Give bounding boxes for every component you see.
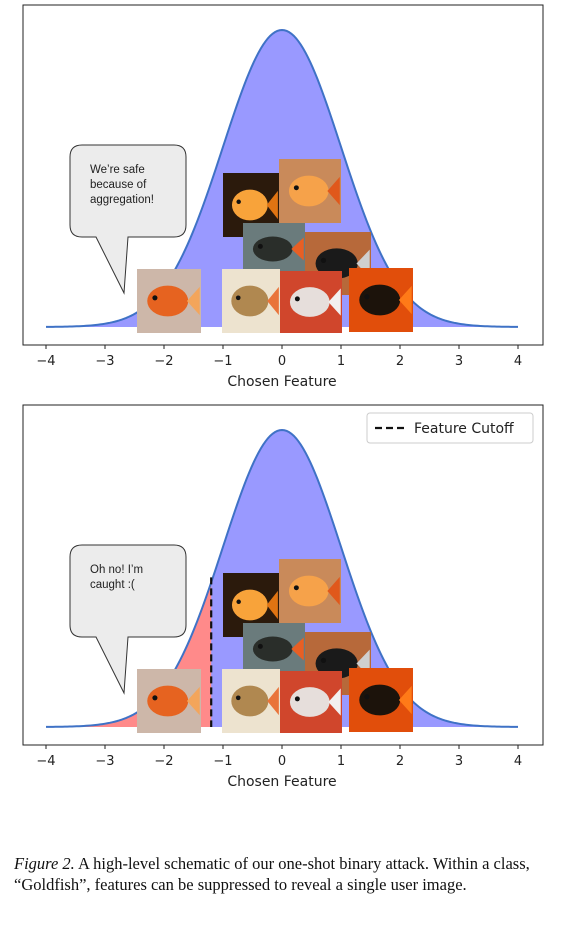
goldfish-image xyxy=(279,559,341,623)
fish-body xyxy=(147,285,189,317)
x-tick-label: −3 xyxy=(95,354,114,369)
x-tick-label: −3 xyxy=(95,754,114,769)
speech-bubble-line: We’re safe xyxy=(90,164,145,176)
x-tick-label: 3 xyxy=(455,754,463,769)
goldfish-image xyxy=(243,623,305,675)
fish-tail xyxy=(267,286,279,316)
distribution-curve xyxy=(45,28,519,328)
x-tick-label: 1 xyxy=(337,754,345,769)
fish-body xyxy=(289,287,330,317)
x-tick-label: 1 xyxy=(337,354,345,369)
fish-body xyxy=(288,175,329,207)
x-axis-label: Chosen Feature xyxy=(227,374,336,390)
fish-eye xyxy=(236,599,241,605)
fish-tail xyxy=(186,686,200,716)
fish-body xyxy=(231,285,269,317)
fish-eye xyxy=(236,199,241,205)
x-tick-label: 2 xyxy=(396,754,404,769)
chart-panel-top: We’re safe because of aggregation! −4 −3 −2 −1… xyxy=(22,4,544,390)
fish-tail xyxy=(267,686,279,716)
x-tick-label: 4 xyxy=(514,354,522,369)
x-tick-label: −4 xyxy=(36,354,55,369)
fish-eye xyxy=(293,585,299,591)
fish-tail xyxy=(186,286,200,316)
speech-bubble-line: because of xyxy=(90,179,147,191)
fish-body xyxy=(359,284,401,316)
x-tick-label: 4 xyxy=(514,754,522,769)
fish-body xyxy=(359,684,401,716)
fish-eye xyxy=(294,696,300,702)
fish-tail xyxy=(327,576,340,606)
goldfish-image xyxy=(222,269,280,333)
fish-body xyxy=(288,575,329,607)
fish-body xyxy=(289,687,330,717)
fish-eye xyxy=(320,257,327,263)
fish-body xyxy=(231,189,268,221)
fish-tail xyxy=(291,637,304,661)
fish-body xyxy=(252,636,293,662)
fish-eye xyxy=(152,695,158,701)
fish-eye xyxy=(364,694,370,700)
x-tick-label: 0 xyxy=(278,754,286,769)
fish-eye xyxy=(257,243,263,249)
fish-eye xyxy=(152,295,158,301)
fish-body xyxy=(231,589,268,621)
fish-eye xyxy=(257,643,263,649)
x-tick-label: −2 xyxy=(154,354,173,369)
legend-label: Feature Cutoff xyxy=(414,421,514,437)
x-tick-label: 0 xyxy=(278,354,286,369)
fish-tail xyxy=(328,288,341,316)
goldfish-image xyxy=(222,669,280,733)
legend-box xyxy=(366,412,534,444)
x-tick-label: 3 xyxy=(455,354,463,369)
fish-tail xyxy=(398,285,412,315)
speech-bubble-shape xyxy=(69,544,187,695)
x-tick-label: −1 xyxy=(213,354,232,369)
fish-tail xyxy=(327,176,340,206)
speech-bubble: Oh no! I’m caught :( xyxy=(69,544,187,695)
speech-bubble-shape xyxy=(69,144,187,295)
fish-tail xyxy=(266,190,278,220)
goldfish-image xyxy=(280,271,342,333)
speech-bubble-line: aggregation! xyxy=(90,194,154,206)
fish-body xyxy=(231,685,269,717)
caption-lead: Figure 2. xyxy=(14,854,75,873)
speech-bubble: We’re safe because of aggregation! xyxy=(69,144,187,295)
goldfish-image xyxy=(280,671,342,733)
fish-eye xyxy=(235,695,241,701)
fish-eye xyxy=(235,295,241,301)
fish-body xyxy=(147,685,189,717)
goldfish-image xyxy=(349,268,413,332)
goldfish-image xyxy=(349,668,413,732)
fish-eye xyxy=(364,294,370,300)
goldfish-image xyxy=(137,669,201,733)
speech-bubble-line: Oh no! I’m xyxy=(90,564,143,576)
distribution-curve xyxy=(45,428,519,728)
fish-tail xyxy=(266,590,278,620)
fish-eye xyxy=(294,296,300,302)
x-axis-label: Chosen Feature xyxy=(227,774,336,790)
speech-bubble-line: caught :( xyxy=(90,579,135,591)
fish-eye xyxy=(320,657,327,663)
x-tick-label: 2 xyxy=(396,354,404,369)
fish-eye xyxy=(293,185,299,191)
fish-tail xyxy=(291,237,304,261)
fish-tail xyxy=(328,688,341,716)
goldfish-image xyxy=(137,269,201,333)
x-tick-label: −4 xyxy=(36,754,55,769)
figure-caption: Figure 2. A high-level schematic of our … xyxy=(14,853,554,895)
goldfish-image xyxy=(279,159,341,223)
caption-text: A high-level schematic of our one-shot b… xyxy=(14,854,530,894)
goldfish-image xyxy=(243,223,305,275)
fish-body xyxy=(252,236,293,262)
legend: Feature Cutoff xyxy=(366,412,534,444)
x-tick-label: −2 xyxy=(154,754,173,769)
fish-tail xyxy=(398,685,412,715)
chart-panel-bottom: Oh no! I’m caught :( Feature Cutoff −4 −3 −2 −… xyxy=(22,404,544,790)
x-tick-label: −1 xyxy=(213,754,232,769)
figure: We’re safe because of aggregation! −4 −3 −2 −1… xyxy=(22,4,544,790)
